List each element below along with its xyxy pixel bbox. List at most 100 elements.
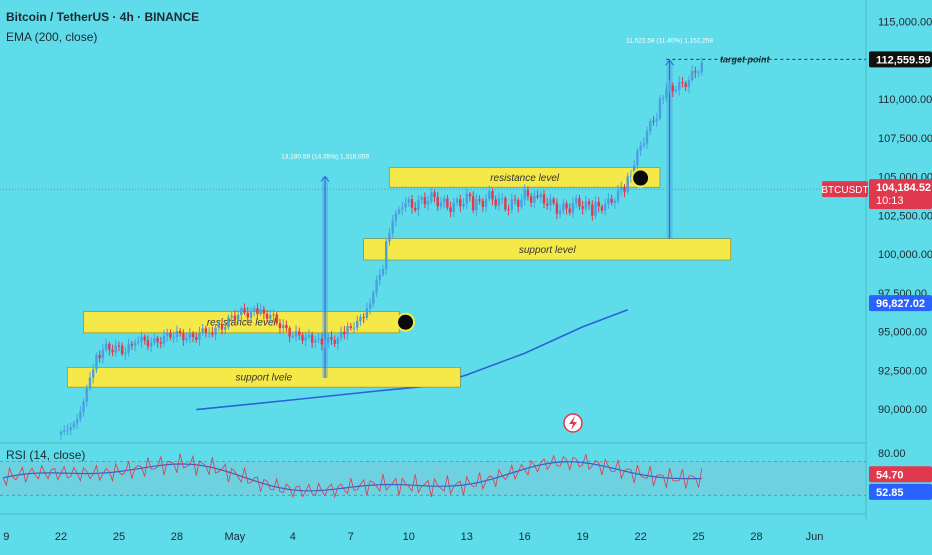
zone-label-1: resistance level bbox=[207, 318, 277, 329]
candle bbox=[645, 131, 649, 144]
candle bbox=[620, 187, 623, 191]
ema-indicator-label[interactable]: EMA (200, close) bbox=[6, 30, 98, 44]
candle bbox=[488, 191, 491, 199]
candle bbox=[75, 419, 79, 424]
candle bbox=[265, 313, 269, 319]
candle bbox=[120, 345, 124, 354]
candle bbox=[146, 340, 150, 347]
candle bbox=[433, 192, 436, 198]
rsi-value-tag-bg bbox=[869, 466, 932, 483]
candle bbox=[336, 338, 340, 345]
candle bbox=[591, 204, 594, 216]
candle bbox=[529, 196, 533, 203]
target-price-tag-text-0: 112,559.59 bbox=[876, 54, 930, 66]
candle bbox=[227, 317, 230, 328]
candle bbox=[600, 206, 604, 211]
target-annotation: target point bbox=[720, 54, 770, 64]
alert-icon[interactable] bbox=[563, 413, 583, 433]
symbol-badge: BTCUSDT bbox=[821, 185, 868, 196]
candle bbox=[372, 292, 375, 304]
candle bbox=[661, 98, 665, 100]
candle bbox=[339, 331, 343, 339]
candle bbox=[240, 308, 243, 315]
ema-price-tag-text-0: 96,827.02 bbox=[876, 298, 925, 310]
candle bbox=[523, 190, 526, 200]
candle bbox=[639, 145, 642, 151]
symbol-badge-bg bbox=[822, 181, 868, 198]
candle bbox=[694, 71, 697, 73]
candle bbox=[375, 280, 378, 293]
zone-label-0: support lvele bbox=[236, 373, 293, 384]
markers-layer bbox=[396, 168, 651, 332]
chart-title[interactable]: Bitcoin / TetherUS · 4h · BINANCE bbox=[6, 10, 200, 24]
candle bbox=[401, 207, 404, 210]
candle bbox=[72, 423, 76, 428]
candle bbox=[333, 339, 336, 345]
circle-marker-0 bbox=[396, 312, 416, 332]
candle bbox=[114, 345, 117, 353]
candle bbox=[681, 82, 684, 84]
last-price-tag-text-1: 10:13 bbox=[876, 195, 904, 207]
candle bbox=[423, 197, 427, 205]
candle bbox=[182, 333, 185, 341]
candle bbox=[378, 274, 381, 281]
candle bbox=[436, 197, 439, 207]
candle bbox=[159, 342, 163, 344]
target-price-tag-bg bbox=[869, 51, 932, 68]
rsi-ma-line bbox=[2, 461, 702, 492]
candle bbox=[568, 208, 571, 213]
time-tick-9: 16 bbox=[519, 531, 531, 543]
time-tick-13: 28 bbox=[750, 531, 762, 543]
candle bbox=[549, 198, 552, 206]
candle bbox=[655, 118, 658, 122]
price-tick-10: 90,000.00 bbox=[878, 404, 927, 416]
time-tick-6: 7 bbox=[348, 531, 354, 543]
candle bbox=[153, 338, 156, 343]
price-tick-6: 100,000.00 bbox=[878, 249, 932, 261]
candle bbox=[101, 349, 105, 359]
candle bbox=[359, 317, 362, 322]
candle bbox=[665, 88, 668, 99]
candle bbox=[127, 344, 130, 353]
candle bbox=[452, 202, 456, 212]
candle bbox=[149, 342, 153, 347]
candle bbox=[191, 333, 195, 338]
candle bbox=[629, 175, 633, 177]
candle bbox=[320, 338, 324, 345]
candle bbox=[269, 315, 272, 319]
price-tick-8: 95,000.00 bbox=[878, 327, 927, 339]
candle bbox=[178, 330, 182, 334]
candle bbox=[414, 207, 417, 211]
candle bbox=[578, 198, 581, 207]
price-axis[interactable]: 115,000.00112,500.00110,000.00107,500.00… bbox=[878, 17, 932, 460]
candle bbox=[92, 369, 95, 378]
candle bbox=[558, 210, 562, 214]
candle bbox=[188, 333, 191, 338]
zones-layer[interactable]: support lvele resistance level support lev… bbox=[67, 167, 732, 388]
candle bbox=[581, 206, 584, 209]
candle bbox=[462, 203, 465, 207]
rsi-ma-tag-bg bbox=[869, 483, 932, 500]
candle bbox=[317, 338, 320, 340]
rsi-indicator-label[interactable]: RSI (14, close) bbox=[6, 448, 86, 462]
candle bbox=[272, 314, 275, 316]
candle bbox=[349, 326, 352, 328]
candle bbox=[388, 233, 391, 242]
time-tick-4: May bbox=[224, 531, 245, 543]
candle bbox=[484, 198, 488, 207]
rsi-tick-0: 80.00 bbox=[878, 448, 906, 460]
candle bbox=[143, 336, 146, 341]
candle bbox=[404, 202, 407, 208]
measure-label-1: 11,522.58 (11.40%) 1,152,258 bbox=[626, 37, 713, 44]
time-tick-2: 25 bbox=[113, 531, 125, 543]
candle bbox=[79, 411, 82, 420]
candle bbox=[526, 190, 530, 197]
time-axis[interactable]: 9 22 25 28 May 4 7 10 13 16 19 22 25 28 Jun bbox=[3, 531, 823, 543]
candle bbox=[137, 342, 140, 344]
candle bbox=[217, 324, 220, 328]
time-tick-8: 13 bbox=[461, 531, 473, 543]
rsi-ma-tag-text-0: 52.85 bbox=[876, 487, 904, 499]
candle bbox=[304, 336, 307, 341]
candle bbox=[108, 343, 111, 350]
